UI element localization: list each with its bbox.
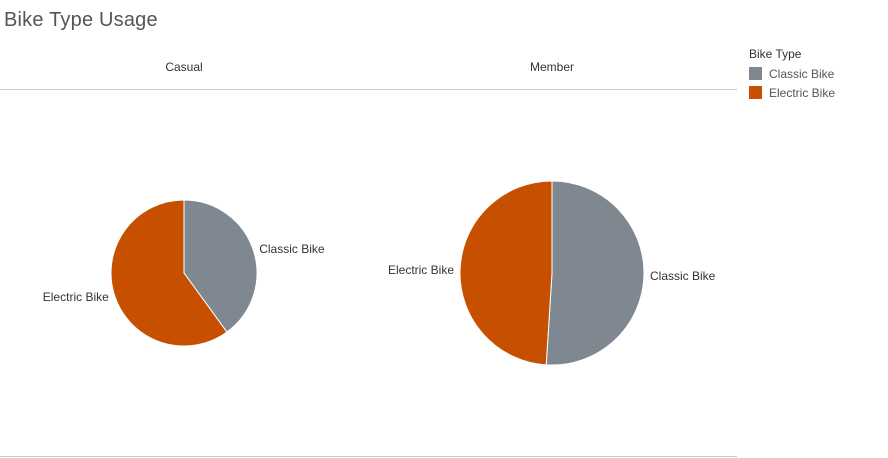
legend-swatch-electric — [749, 86, 762, 99]
pie-slice-member-electric-bike[interactable] — [459, 180, 553, 366]
pie-slice-casual-classic-bike[interactable] — [183, 199, 258, 333]
legend-item-electric-bike[interactable]: Electric Bike — [749, 83, 835, 102]
chart-title: Bike Type Usage — [4, 9, 158, 31]
pie-label-casual-classic-bike: Classic Bike — [259, 242, 325, 256]
legend: Bike Type Classic Bike Electric Bike — [749, 47, 835, 102]
legend-title: Bike Type — [749, 47, 802, 61]
legend-item-classic-bike[interactable]: Classic Bike — [749, 64, 835, 83]
legend-label: Electric Bike — [769, 85, 836, 100]
panel-header-casual: Casual — [165, 60, 203, 74]
pie-label-casual-electric-bike: Electric Bike — [43, 290, 109, 304]
header-divider — [0, 89, 737, 90]
pie-label-member-electric-bike: Electric Bike — [388, 263, 454, 277]
legend-swatch-classic — [749, 67, 762, 80]
panel-header-member: Member — [529, 60, 575, 74]
pie-label-member-classic-bike: Classic Bike — [650, 269, 716, 283]
footer-divider — [0, 456, 737, 457]
pie-slice-casual-electric-bike[interactable] — [110, 199, 228, 347]
pie-slice-member-classic-bike[interactable] — [545, 180, 645, 366]
legend-label: Classic Bike — [769, 66, 835, 81]
